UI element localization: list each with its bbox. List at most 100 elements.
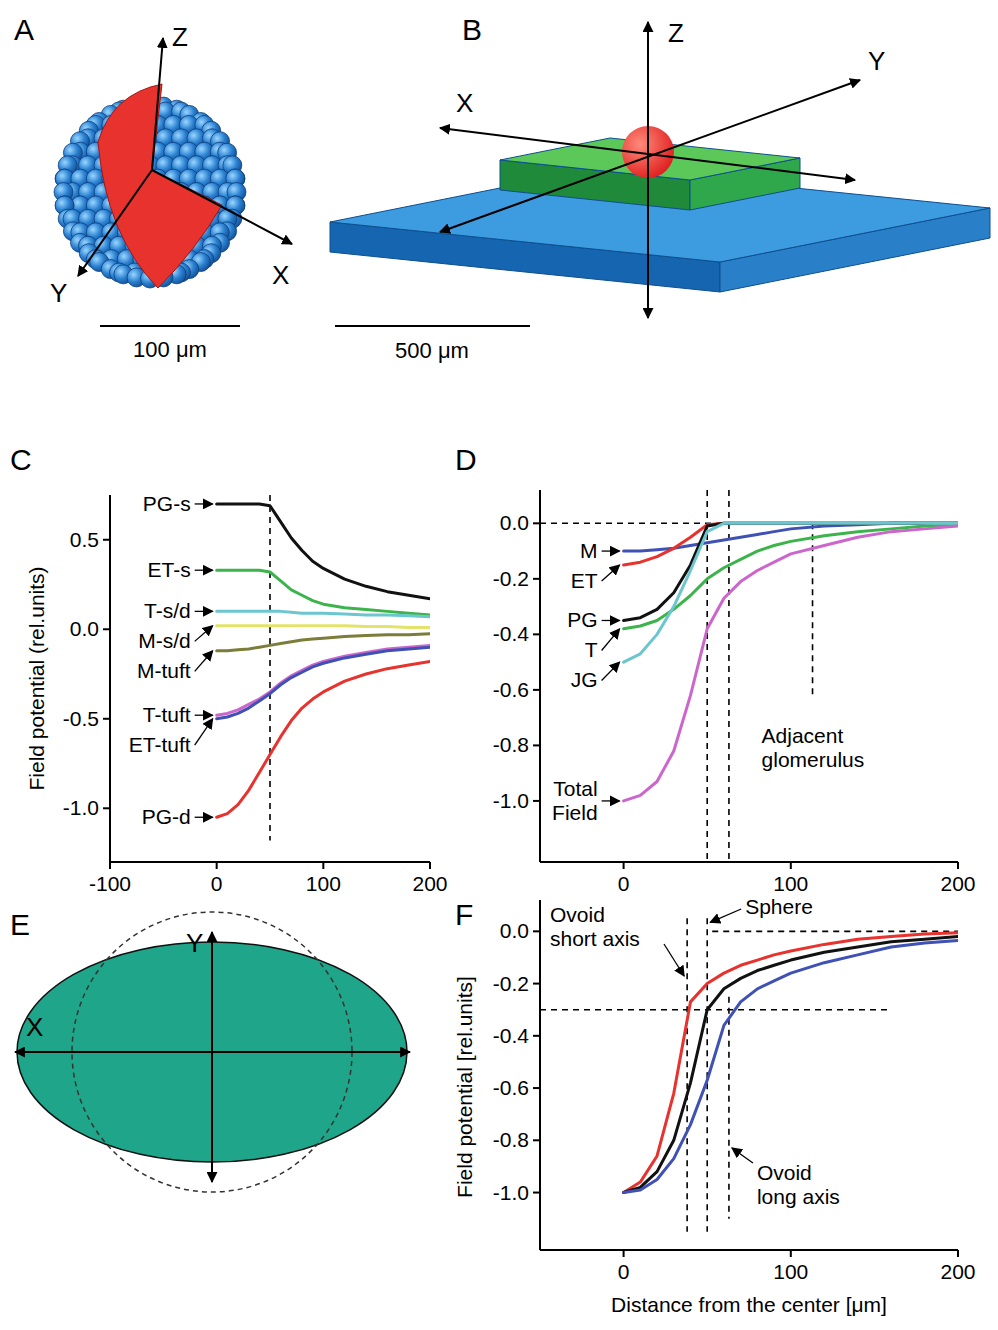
label-line: long axis <box>757 1185 840 1208</box>
label-arrow <box>195 611 213 612</box>
label-arrow <box>195 570 213 571</box>
panel-c: C-1000100200-1.0-0.50.00.5Field potentia… <box>10 443 448 895</box>
reference-line <box>706 490 708 862</box>
axis-name: Y <box>868 46 885 76</box>
series-line <box>624 523 958 662</box>
axis-arrow <box>211 932 213 1182</box>
label-arrow <box>664 944 684 976</box>
y-tick <box>103 539 110 541</box>
series-line <box>217 626 430 628</box>
axis-name: X <box>272 260 289 290</box>
x-tick <box>322 862 324 869</box>
series-line <box>624 937 958 1193</box>
y-tick <box>533 744 540 746</box>
panel-letter: B <box>462 13 482 46</box>
axis-arrow <box>647 22 649 318</box>
reference-line <box>712 931 958 933</box>
label-arrow <box>195 719 213 745</box>
label-line: Ovoid <box>550 903 605 926</box>
axis-arrow <box>440 80 860 232</box>
x-tick <box>623 862 625 869</box>
series-label: JG <box>571 668 598 691</box>
y-axis <box>539 900 541 1250</box>
y-tick-label: 0.5 <box>70 528 99 551</box>
y-tick-label: -0.4 <box>493 622 530 645</box>
series-line <box>217 611 430 616</box>
x-tick-label: 200 <box>940 1260 975 1283</box>
y-tick <box>533 983 540 985</box>
scale-bar <box>335 325 530 327</box>
figure: AZXY100 μmBZXY500 μmEXYC-1000100200-1.0-… <box>0 0 998 1330</box>
x-tick <box>957 862 959 869</box>
y-tick <box>533 800 540 802</box>
y-axis-title: Field potential (rel.units) <box>25 566 48 790</box>
panel-a: AZXY100 μm <box>14 13 292 362</box>
y-tick <box>533 1192 540 1194</box>
x-tick-label: 0 <box>211 872 223 895</box>
label-arrow <box>195 715 213 716</box>
series-line <box>624 933 958 1193</box>
panel-letter: E <box>10 908 30 941</box>
axis-arrow <box>78 170 152 276</box>
y-axis <box>109 495 111 862</box>
series-label: T-s/d <box>144 599 191 622</box>
label-arrow <box>710 909 741 922</box>
x-tick <box>790 1250 792 1257</box>
axis-name: X <box>456 88 473 118</box>
y-axis-title: Field potential [rel.units] <box>453 976 476 1198</box>
plot-area <box>540 490 958 862</box>
label-arrow <box>195 626 213 642</box>
x-tick <box>216 862 218 869</box>
y-tick-label: 0.0 <box>70 617 99 640</box>
series-label: ET-s <box>147 558 190 581</box>
axis-name: Y <box>50 278 67 308</box>
reference-line <box>728 490 730 862</box>
axis-arrow <box>440 128 855 180</box>
label-line: Ovoid <box>757 1161 812 1184</box>
y-tick <box>533 689 540 691</box>
series-line <box>217 645 430 715</box>
x-tick-label: 100 <box>306 872 341 895</box>
y-tick-label: -0.2 <box>493 972 529 995</box>
x-axis-title: Distance from the center [μm] <box>611 1293 887 1316</box>
x-tick-label: -100 <box>89 872 131 895</box>
series-label: PG <box>567 608 597 631</box>
series-label: TotalField <box>552 777 598 824</box>
series-label: M-tuft <box>137 659 191 682</box>
axis-name: Y <box>186 928 203 958</box>
panel-letter: D <box>455 443 477 476</box>
y-tick-label: -1.0 <box>63 796 99 819</box>
y-tick-label: 0.0 <box>500 919 529 942</box>
label-line: glomerulus <box>762 748 865 771</box>
x-tick <box>957 1250 959 1257</box>
label-arrow <box>195 651 213 672</box>
panel-f: F0100200-1.0-0.8-0.6-0.4-0.20.0Field pot… <box>453 895 976 1316</box>
label-arrow <box>732 1148 753 1163</box>
reference-line <box>728 997 730 1219</box>
cutaway <box>98 84 222 288</box>
label-arrow <box>195 817 213 818</box>
x-tick-label: 100 <box>773 872 808 895</box>
label-arrow <box>602 629 620 651</box>
axis-name: Z <box>172 22 188 52</box>
y-tick-label: -0.6 <box>493 1076 529 1099</box>
x-tick <box>623 1250 625 1257</box>
x-tick-label: 0 <box>618 1260 630 1283</box>
series-line <box>624 940 958 1192</box>
series-line <box>624 526 958 801</box>
reference-line <box>540 1009 891 1011</box>
series-label: ET <box>571 569 598 592</box>
y-tick-label: 0.0 <box>500 511 529 534</box>
axis-name: Z <box>668 18 684 48</box>
y-tick <box>103 807 110 809</box>
y-tick <box>533 578 540 580</box>
series-label: Sphere <box>745 895 813 918</box>
series-line <box>217 570 430 615</box>
axis-name: X <box>26 1012 43 1042</box>
x-tick-label: 100 <box>773 1260 808 1283</box>
label-arrow <box>195 503 213 504</box>
reference-line <box>269 495 271 841</box>
x-tick <box>790 862 792 869</box>
x-axis <box>540 1249 958 1251</box>
label-arrow <box>602 620 620 621</box>
